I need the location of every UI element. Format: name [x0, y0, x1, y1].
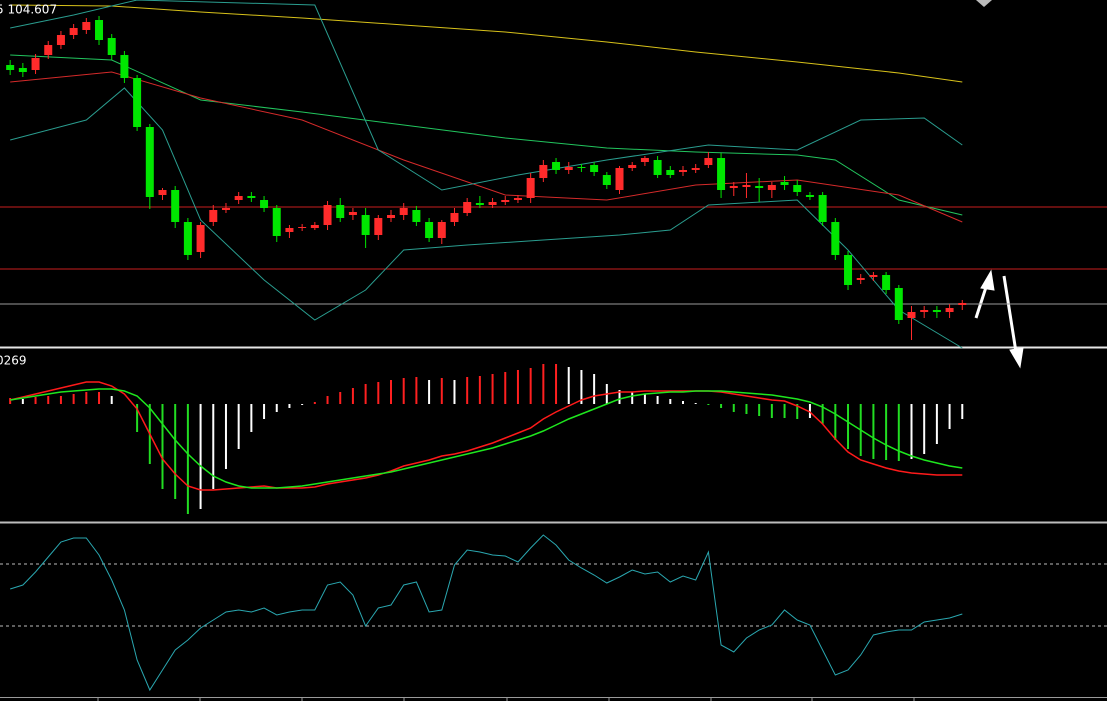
candle-body [374, 218, 383, 235]
annotation-arrows [974, 269, 1024, 369]
candle-body [894, 288, 903, 320]
indicator-line [10, 0, 963, 191]
candle-body [729, 186, 738, 188]
candle-body [285, 228, 294, 232]
candle-body [717, 158, 726, 190]
candle-body [234, 196, 243, 200]
candle-body [488, 202, 497, 205]
candle-body [856, 278, 865, 280]
candle-body [158, 190, 167, 195]
candle-body [463, 202, 472, 213]
price-label: 5 104.607 [0, 3, 57, 17]
candle-body [793, 185, 802, 192]
candle-body [539, 165, 548, 178]
candle-body [678, 170, 687, 172]
macd-label: 0269 [0, 354, 27, 368]
candle-body [171, 190, 180, 222]
candle-body [640, 158, 649, 162]
candle-body [145, 127, 154, 197]
candle-body [95, 20, 104, 40]
candle-body [742, 185, 751, 187]
candle-body [69, 28, 78, 35]
candle-body [298, 227, 307, 228]
candle-body [107, 38, 116, 55]
indicator-line [10, 71, 963, 223]
candle-body [564, 167, 573, 170]
candle-body [31, 58, 40, 70]
time-ticks [97, 697, 915, 701]
candle-body [209, 210, 218, 222]
candle-body [6, 65, 15, 70]
candle-body [780, 182, 789, 185]
candle-body [552, 162, 561, 170]
candle-body [336, 205, 345, 218]
candle-body [183, 222, 192, 255]
indicator-line [10, 4, 963, 83]
candle-body [958, 303, 967, 305]
candle-body [260, 200, 269, 208]
candle-body [882, 275, 891, 290]
arrow-head [980, 269, 995, 291]
candle-body [475, 203, 484, 205]
arrow-head [1009, 347, 1024, 369]
candle-body [120, 55, 129, 78]
candle-body [399, 208, 408, 215]
candle-body [577, 167, 586, 168]
candle-body [513, 198, 522, 200]
candle-body [247, 196, 256, 198]
candle-body [590, 165, 599, 172]
arrow-down [1002, 275, 1018, 353]
candle-body [653, 160, 662, 175]
candle-body [310, 225, 319, 228]
candle-body [450, 213, 459, 222]
candle-body [348, 212, 357, 215]
candle-body [920, 310, 929, 312]
candle-body [526, 178, 535, 198]
candle-body [412, 210, 421, 222]
candle-body [818, 195, 827, 222]
candle-body [945, 308, 954, 312]
oscillator-line [10, 534, 963, 692]
candle-body [361, 215, 370, 235]
candle-body [272, 208, 281, 236]
candle-body [628, 165, 637, 168]
candle-body [425, 222, 434, 238]
candle-body [221, 208, 230, 210]
candle-body [831, 222, 840, 255]
candle-body [691, 168, 700, 170]
scroll-marker [976, 0, 992, 7]
candle-body [666, 170, 675, 175]
candle-body [602, 175, 611, 185]
candle-body [323, 205, 332, 225]
candle-body [437, 222, 446, 238]
candle-body [18, 68, 27, 72]
candle-body [907, 312, 916, 318]
candle-body [805, 195, 814, 197]
candle-body [704, 158, 713, 165]
macd-line [10, 388, 963, 489]
candle-body [755, 186, 764, 188]
candle-body [196, 225, 205, 252]
candle-body [869, 275, 878, 277]
indicator-line [10, 87, 963, 349]
candle-body [82, 22, 91, 30]
candle-body [387, 215, 396, 218]
candle-body [133, 78, 142, 127]
macd-line [10, 381, 963, 491]
candle-body [844, 255, 853, 285]
candle-body [56, 35, 65, 45]
candle-body [44, 45, 53, 55]
candle-body [501, 200, 510, 202]
candle-body [615, 168, 624, 190]
candle-body [932, 310, 941, 312]
arrow-up [974, 283, 989, 319]
candle-body [767, 185, 776, 190]
